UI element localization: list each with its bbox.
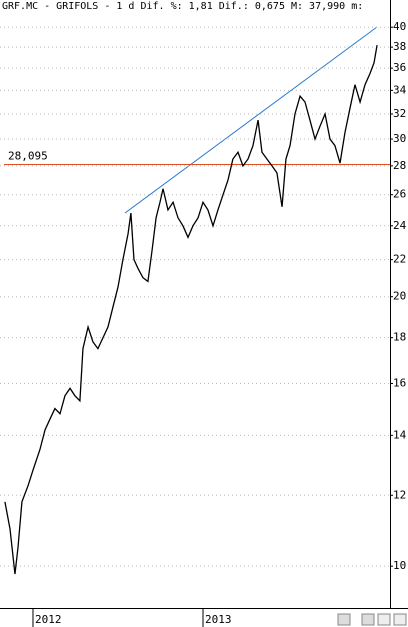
y-tick-label: 16 xyxy=(393,376,406,389)
trend-line xyxy=(124,26,378,214)
x-tick-label: 2013 xyxy=(205,613,232,626)
tool-icon[interactable] xyxy=(361,613,375,626)
y-tick-label: 28 xyxy=(393,159,406,172)
tool-icon[interactable] xyxy=(337,613,351,626)
price-line xyxy=(4,44,378,575)
x-tick-label: 2012 xyxy=(35,613,62,626)
y-tick-label: 36 xyxy=(393,61,406,74)
chart-title: GRF.MC - GRIFOLS - 1 d Dif. %: 1,81 Dif.… xyxy=(2,1,363,12)
tool-icon[interactable] xyxy=(393,613,407,626)
tool-icon[interactable] xyxy=(377,613,391,626)
y-tick-label: 14 xyxy=(393,428,407,441)
y-tick-label: 18 xyxy=(393,331,406,344)
y-tick-label: 26 xyxy=(393,188,406,201)
y-tick-label: 32 xyxy=(393,107,406,120)
y-tick-label: 20 xyxy=(393,290,406,303)
y-tick-label: 30 xyxy=(393,132,406,145)
y-tick-label: 22 xyxy=(393,253,406,266)
y-tick-label: 24 xyxy=(393,219,407,232)
y-tick-label: 10 xyxy=(393,559,406,572)
reference-label: 28,095 xyxy=(8,150,48,163)
y-tick-label: 40 xyxy=(393,20,406,33)
toolbar xyxy=(337,613,407,626)
y-tick-label: 12 xyxy=(393,488,406,501)
y-tick-label: 34 xyxy=(393,83,407,96)
y-tick-label: 38 xyxy=(393,40,406,53)
